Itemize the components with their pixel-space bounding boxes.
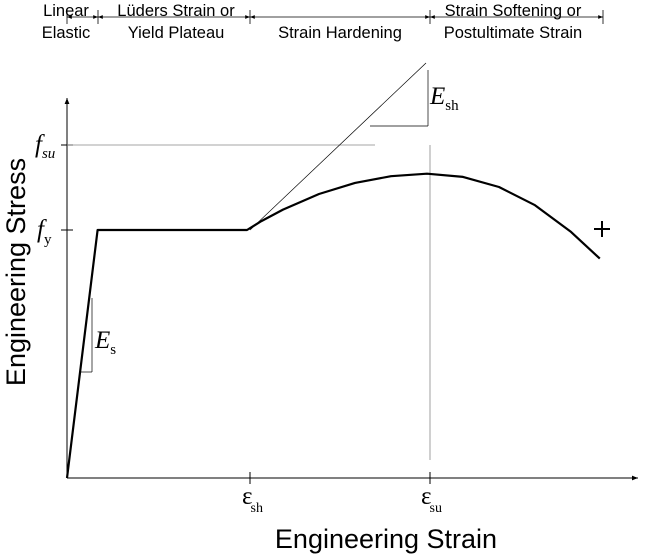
axes: [64, 98, 638, 481]
region-strain-softening-line1: Strain Softening or: [445, 2, 582, 20]
annotation-es: Es: [94, 327, 116, 358]
ytick-fy: fy: [37, 216, 52, 248]
es-slope-indicator: [81, 298, 93, 373]
region-linear-elastic-line2: Elastic: [42, 24, 91, 42]
x-axis-title: Engineering Strain: [275, 524, 497, 554]
tick-marks: [61, 144, 431, 484]
y-axis-title: Engineering Stress: [1, 158, 31, 386]
region-yield-plateau-line1: Lüders Strain or: [117, 2, 235, 20]
annotation-esh: Esh: [429, 83, 459, 114]
region-strain-hardening: Strain Hardening: [278, 24, 402, 42]
region-strain-softening-line2: Postultimate Strain: [444, 24, 582, 42]
region-dividers: [66, 10, 604, 24]
fracture-marker: [594, 221, 610, 237]
xtick-eps-sh: εsh: [242, 483, 263, 516]
reference-lines: [67, 144, 431, 460]
esh-slope-indicator: [249, 62, 429, 231]
stress-strain-curve: [65, 172, 601, 479]
xtick-eps-su: εsu: [421, 483, 442, 516]
ytick-fsu: fsu: [35, 131, 55, 162]
region-linear-elastic-line1: Linear: [43, 2, 89, 20]
esh-tangent-line: [249, 62, 427, 231]
region-yield-plateau-line2: Yield Plateau: [128, 24, 225, 42]
